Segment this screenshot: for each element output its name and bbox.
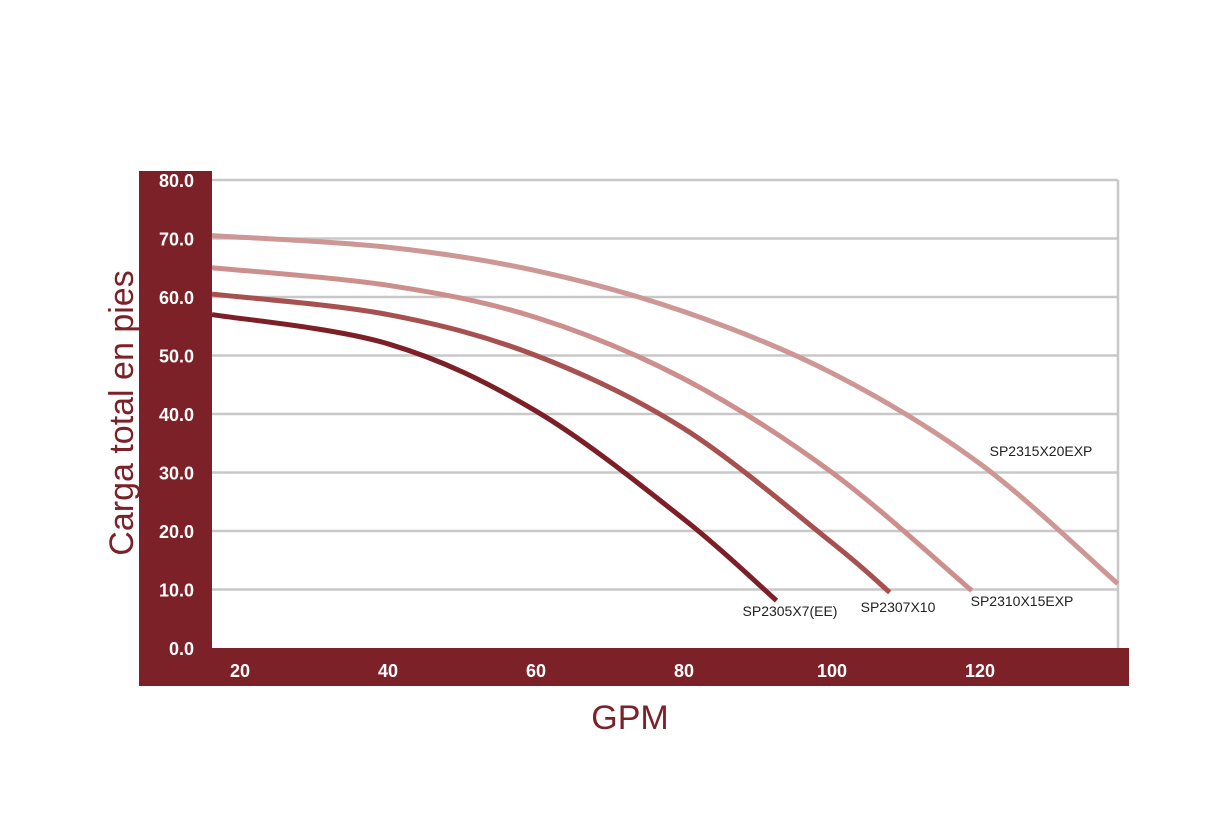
y-tick-label: 30.0 <box>159 464 194 484</box>
series-label: SP2305X7(EE) <box>743 603 838 619</box>
series-line <box>211 233 1120 586</box>
x-axis-band <box>212 648 1129 686</box>
y-tick-label: 0.0 <box>169 639 194 659</box>
y-tick-label: 10.0 <box>159 581 194 601</box>
x-axis-label: GPM <box>591 699 668 737</box>
series-line <box>211 312 779 603</box>
series-label: SP2310X15EXP <box>971 593 1074 609</box>
series-line <box>211 265 974 593</box>
x-tick-label: 60 <box>526 661 546 681</box>
y-axis-band <box>139 171 212 686</box>
series-line <box>211 291 892 595</box>
x-tick-label: 20 <box>230 661 250 681</box>
x-tick-label: 40 <box>378 661 398 681</box>
y-tick-label: 80.0 <box>159 171 194 191</box>
x-tick-label: 120 <box>965 661 995 681</box>
y-tick-label: 70.0 <box>159 230 194 250</box>
series-label: SP2315X20EXP <box>990 443 1093 459</box>
series-label: SP2307X10 <box>861 599 936 615</box>
y-tick-label: 50.0 <box>159 347 194 367</box>
y-tick-label: 60.0 <box>159 288 194 308</box>
x-tick-label: 100 <box>817 661 847 681</box>
y-tick-label: 40.0 <box>159 405 194 425</box>
y-tick-label: 20.0 <box>159 522 194 542</box>
y-axis-label: Carga total en pies <box>103 270 141 555</box>
x-tick-label: 80 <box>674 661 694 681</box>
